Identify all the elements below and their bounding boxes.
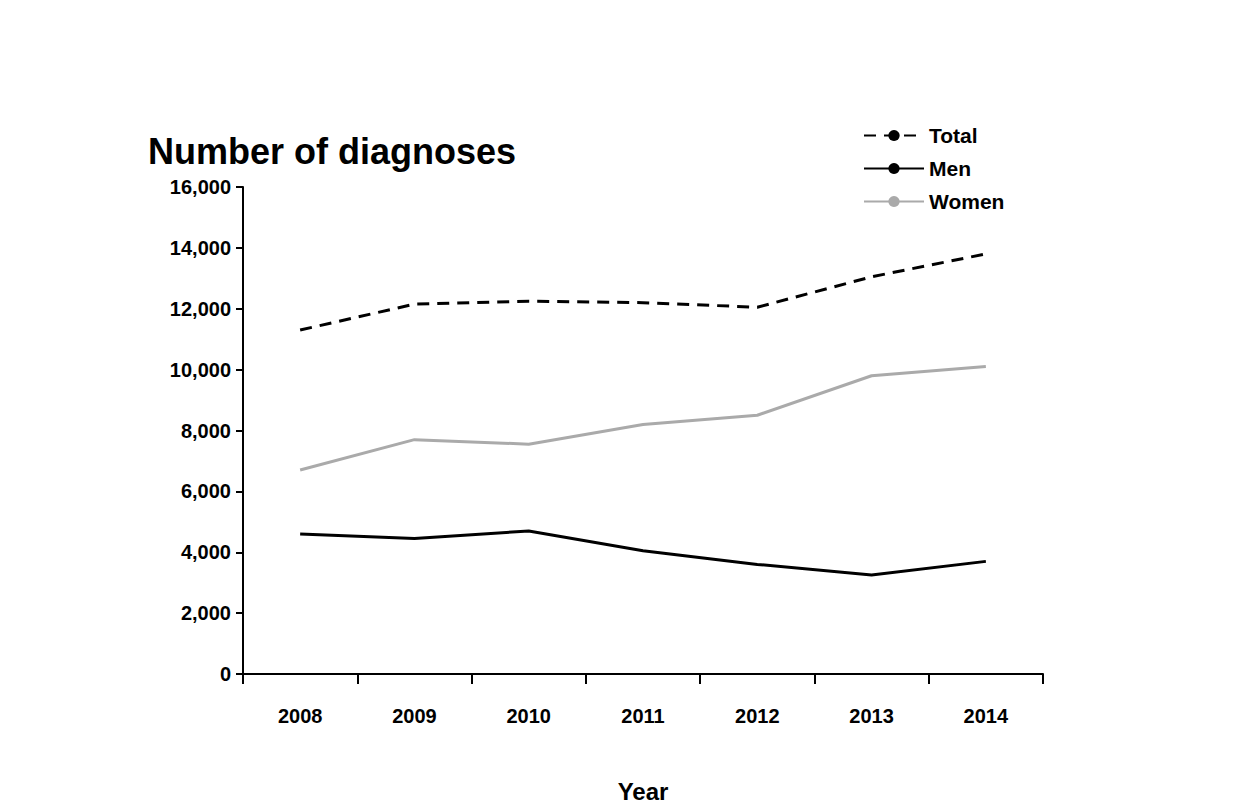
svg-text:2009: 2009 — [392, 705, 437, 727]
svg-text:4,000: 4,000 — [181, 541, 231, 563]
svg-text:2013: 2013 — [849, 705, 894, 727]
svg-text:2014: 2014 — [964, 705, 1009, 727]
svg-text:8,000: 8,000 — [181, 420, 231, 442]
svg-text:10,000: 10,000 — [170, 359, 231, 381]
svg-text:2008: 2008 — [278, 705, 323, 727]
svg-text:Number of diagnoses: Number of diagnoses — [148, 131, 516, 172]
svg-text:14,000: 14,000 — [170, 237, 231, 259]
svg-text:16,000: 16,000 — [170, 176, 231, 198]
svg-text:Men: Men — [929, 157, 971, 180]
svg-text:12,000: 12,000 — [170, 298, 231, 320]
svg-text:Year: Year — [618, 778, 669, 805]
svg-text:Total: Total — [929, 124, 978, 147]
svg-text:2012: 2012 — [735, 705, 780, 727]
svg-text:2,000: 2,000 — [181, 602, 231, 624]
svg-text:0: 0 — [220, 663, 231, 685]
svg-text:Women: Women — [929, 190, 1004, 213]
svg-text:2010: 2010 — [506, 705, 551, 727]
svg-text:6,000: 6,000 — [181, 480, 231, 502]
svg-text:2011: 2011 — [621, 705, 664, 727]
